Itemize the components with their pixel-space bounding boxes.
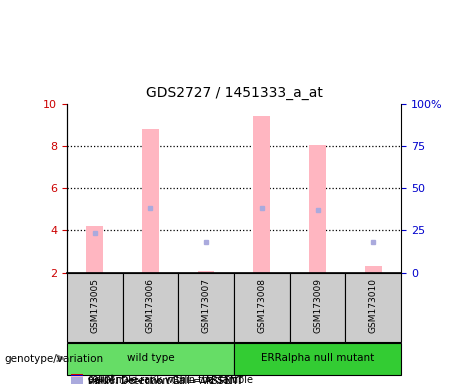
Bar xyxy=(67,273,123,342)
Title: GDS2727 / 1451333_a_at: GDS2727 / 1451333_a_at xyxy=(146,86,322,100)
Bar xyxy=(254,116,270,273)
Bar xyxy=(123,273,178,342)
Bar xyxy=(142,129,159,273)
Text: GSM173006: GSM173006 xyxy=(146,278,155,333)
Text: ERRalpha null mutant: ERRalpha null mutant xyxy=(261,353,374,363)
Text: genotype/variation: genotype/variation xyxy=(5,354,104,364)
Bar xyxy=(309,145,326,273)
Bar xyxy=(234,343,401,375)
Bar xyxy=(290,273,345,342)
Bar xyxy=(71,377,83,384)
Text: count: count xyxy=(88,374,115,384)
Bar xyxy=(365,266,382,273)
Text: percentile rank within the sample: percentile rank within the sample xyxy=(88,375,253,384)
Text: GSM173009: GSM173009 xyxy=(313,278,322,333)
Bar xyxy=(67,343,234,375)
Text: rank, Detection Call = ABSENT: rank, Detection Call = ABSENT xyxy=(88,377,238,384)
Text: GSM173008: GSM173008 xyxy=(257,278,266,333)
Text: GSM173010: GSM173010 xyxy=(369,278,378,333)
Text: value, Detection Call = ABSENT: value, Detection Call = ABSENT xyxy=(88,376,242,384)
Bar xyxy=(234,273,290,342)
Bar xyxy=(71,375,83,384)
Bar xyxy=(71,374,83,384)
Text: GSM173007: GSM173007 xyxy=(201,278,211,333)
Text: GSM173005: GSM173005 xyxy=(90,278,99,333)
Bar xyxy=(345,273,401,342)
Bar xyxy=(198,271,214,273)
Text: wild type: wild type xyxy=(127,353,174,363)
Bar xyxy=(178,273,234,342)
Bar xyxy=(71,376,83,384)
Bar xyxy=(86,226,103,273)
